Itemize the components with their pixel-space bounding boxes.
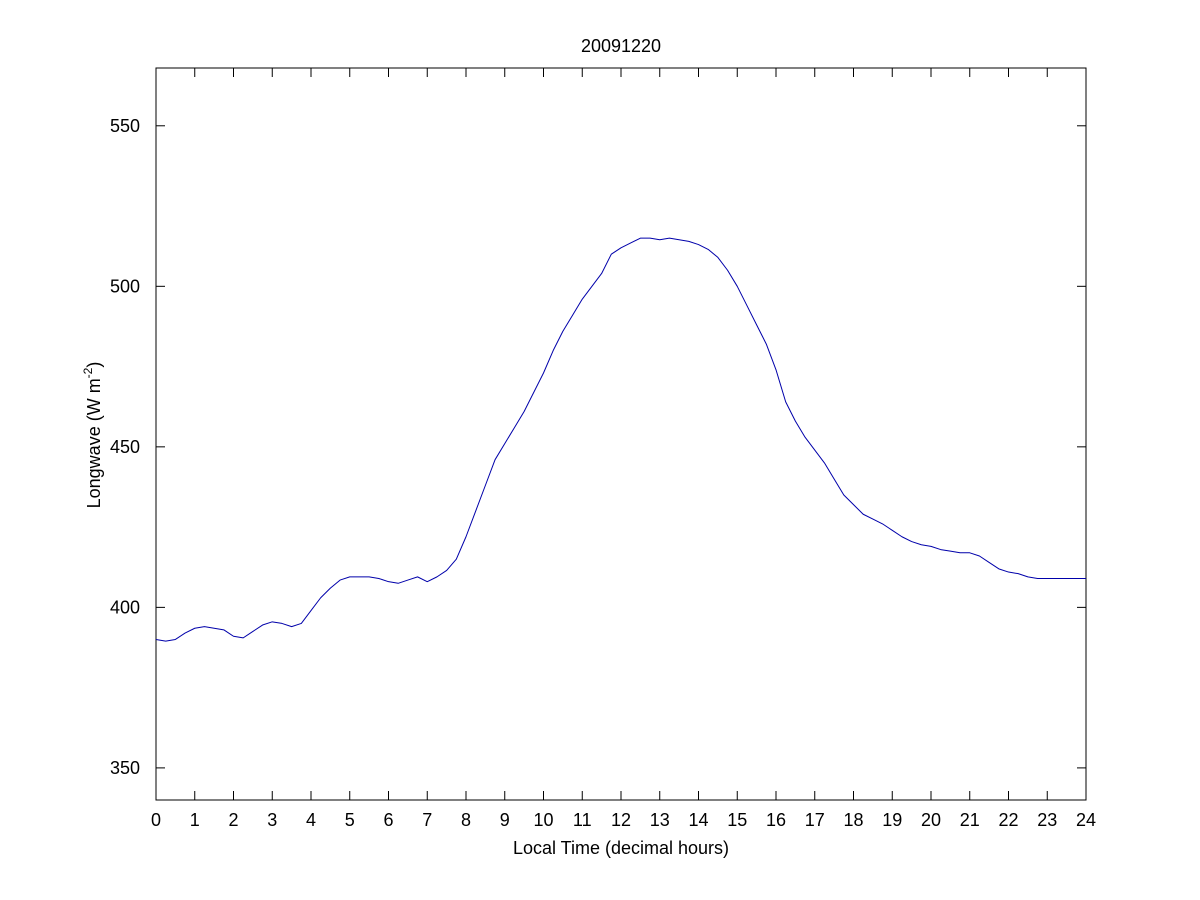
x-tick-label: 2 bbox=[228, 810, 238, 830]
x-axis-label: Local Time (decimal hours) bbox=[513, 838, 729, 858]
x-tick-label: 8 bbox=[461, 810, 471, 830]
y-tick-labels: 350 400 450 500 550 bbox=[110, 116, 140, 778]
x-tick-label: 5 bbox=[345, 810, 355, 830]
axis-ticks bbox=[155, 68, 1087, 800]
y-tick-label: 450 bbox=[110, 437, 140, 457]
x-tick-label: 20 bbox=[921, 810, 941, 830]
x-tick-label: 3 bbox=[267, 810, 277, 830]
x-tick-label: 1 bbox=[190, 810, 200, 830]
y-axis-label-superscript: -2 bbox=[81, 367, 95, 378]
x-tick-label: 10 bbox=[533, 810, 553, 830]
x-tick-label: 0 bbox=[151, 810, 161, 830]
x-tick-label: 18 bbox=[843, 810, 863, 830]
series-line bbox=[155, 237, 1086, 642]
x-tick-label: 15 bbox=[727, 810, 747, 830]
y-axis-label: Longwave (W m-2) bbox=[81, 362, 104, 509]
x-tick-label: 12 bbox=[611, 810, 631, 830]
y-axis-label-close: ) bbox=[84, 362, 104, 368]
y-tick-label: 500 bbox=[110, 276, 140, 296]
x-tick-label: 13 bbox=[650, 810, 670, 830]
plot-area bbox=[155, 67, 1087, 801]
x-tick-label: 23 bbox=[1037, 810, 1057, 830]
y-tick-label: 350 bbox=[110, 758, 140, 778]
x-tick-label: 16 bbox=[766, 810, 786, 830]
x-tick-label: 9 bbox=[500, 810, 510, 830]
x-tick-labels: 0 1 2 3 4 5 6 7 8 9 10 11 12 13 14 15 16 17 18 19 20 21 22 23 24 bbox=[151, 810, 1096, 830]
x-tick-label: 4 bbox=[306, 810, 316, 830]
x-tick-label: 22 bbox=[998, 810, 1018, 830]
chart-title: 20091220 bbox=[581, 36, 661, 56]
y-axis-label-main: Longwave (W m bbox=[84, 378, 104, 508]
x-tick-label: 14 bbox=[688, 810, 708, 830]
x-tick-label: 11 bbox=[573, 810, 592, 830]
x-tick-label: 17 bbox=[805, 810, 825, 830]
x-tick-label: 24 bbox=[1076, 810, 1096, 830]
x-tick-label: 6 bbox=[383, 810, 393, 830]
x-tick-label: 19 bbox=[882, 810, 902, 830]
y-tick-label: 400 bbox=[110, 597, 140, 617]
y-tick-label: 550 bbox=[110, 116, 140, 136]
x-tick-label: 7 bbox=[422, 810, 432, 830]
x-tick-label: 21 bbox=[960, 810, 980, 830]
